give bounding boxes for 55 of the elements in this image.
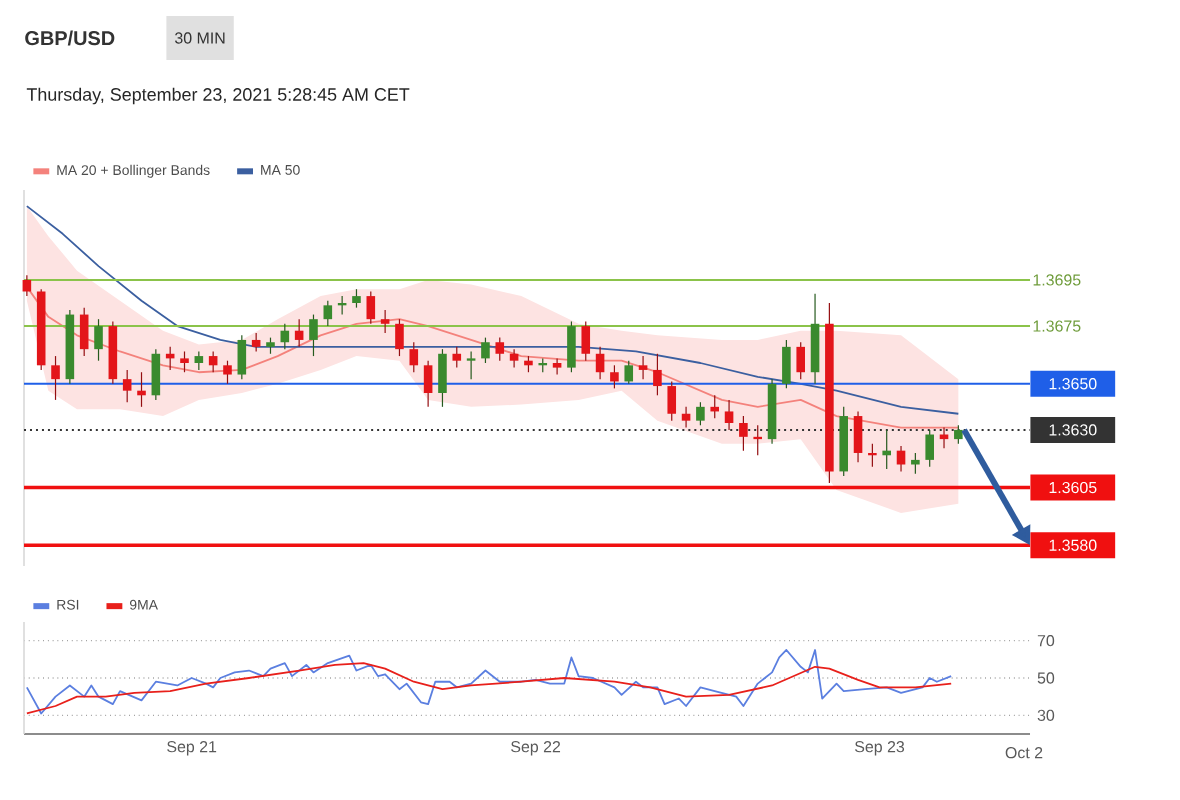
candlestick <box>954 424 963 445</box>
candlestick <box>180 350 189 373</box>
candlestick <box>882 429 891 470</box>
candlestick <box>667 380 677 422</box>
candlestick <box>782 339 791 389</box>
candlestick <box>681 406 691 429</box>
candlestick <box>595 346 605 380</box>
candlestick <box>796 341 806 380</box>
candlestick <box>481 337 490 364</box>
candlestick <box>638 355 648 380</box>
candlestick <box>438 348 447 408</box>
candlestick <box>724 399 734 431</box>
candlestick <box>452 346 462 369</box>
candlestick <box>352 288 361 309</box>
candlestick <box>94 318 103 362</box>
candlestick <box>581 320 591 362</box>
candlestick <box>409 341 419 373</box>
candlestick <box>194 350 204 371</box>
line-series <box>25 649 953 715</box>
candlestick <box>237 334 247 380</box>
candlestick <box>380 309 390 334</box>
candlestick <box>509 348 519 369</box>
candlestick <box>653 353 662 396</box>
chart-subtitle: Thursday, September 23, 2021 5:28:45 AM CET <box>26 87 410 105</box>
candlestick <box>567 320 576 373</box>
candlestick <box>853 410 863 463</box>
candlestick <box>753 424 763 456</box>
candlestick <box>423 360 433 408</box>
candlestick <box>323 300 333 327</box>
candlestick <box>251 332 261 353</box>
candlestick <box>366 290 376 325</box>
candlestick <box>395 318 404 357</box>
candlestick <box>495 337 505 362</box>
chart-title: GBP/USD <box>25 30 115 46</box>
candlestick <box>552 357 562 376</box>
candlestick <box>122 369 132 403</box>
candlestick <box>896 445 906 473</box>
candlestick <box>137 371 146 408</box>
candlestick <box>223 360 232 385</box>
candlestick <box>51 355 60 401</box>
candlestick <box>610 364 619 389</box>
candlestick <box>79 307 89 357</box>
candlestick <box>911 452 920 475</box>
candlestick <box>624 360 634 385</box>
candlestick <box>925 429 934 468</box>
candlestick <box>294 318 304 348</box>
candlestick <box>739 415 748 452</box>
candlestick <box>309 313 318 357</box>
candlestick <box>466 350 476 380</box>
candlestick <box>151 348 161 401</box>
line-series <box>25 662 953 715</box>
candlestick <box>710 394 720 419</box>
candlestick <box>868 443 877 468</box>
candlestick <box>696 401 705 426</box>
candlestick <box>208 350 218 373</box>
